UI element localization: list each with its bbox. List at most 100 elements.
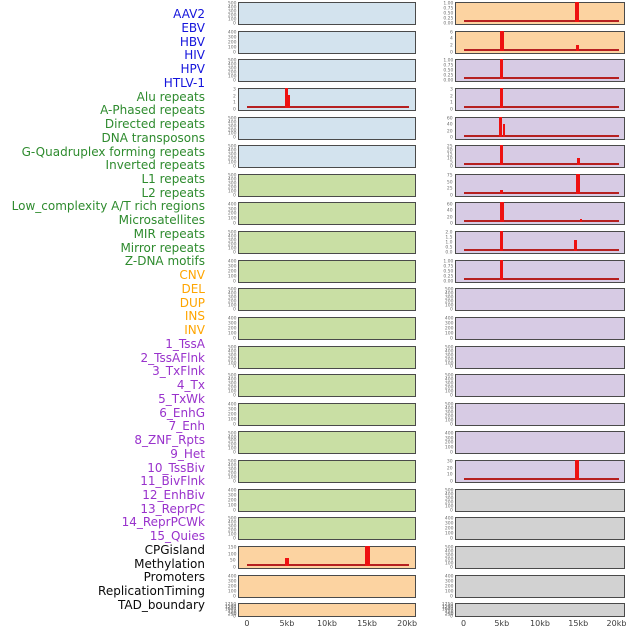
y-tick-label: 300 xyxy=(444,578,453,584)
y-tick-label: 2.0 xyxy=(445,229,453,236)
y-tick-label: 400 xyxy=(227,462,236,469)
strip-panel xyxy=(455,460,625,484)
y-tick-label: 100 xyxy=(227,44,236,50)
y-tick-label: 0 xyxy=(233,564,236,570)
y-tick-label: 200 xyxy=(227,384,236,391)
y-tick-label: 300 xyxy=(227,123,236,129)
x-tick-label: 15kb xyxy=(357,619,377,628)
row-label: HBV xyxy=(179,34,205,49)
y-axis-ticks: 500 400 300 200 100 0 xyxy=(423,345,453,369)
y-tick-label: 200 xyxy=(227,299,236,305)
y-axis-ticks: 500 400 300 200 100 0 xyxy=(206,144,236,168)
y-tick-label: 0 xyxy=(450,593,453,599)
y-axis-ticks: 500 400 300 200 100 0 xyxy=(206,230,236,255)
y-tick-label: 4 xyxy=(450,36,453,42)
strip-panel xyxy=(238,374,416,398)
y-tick-label: 100 xyxy=(227,16,236,22)
row-label: 13_ReprPC xyxy=(140,501,205,516)
row-label: 8_ZNF_Rpts xyxy=(134,433,205,448)
density-spike xyxy=(500,259,504,280)
y-axis-ticks: 500 400 300 200 100 0 xyxy=(423,373,453,397)
y-tick-label: 250 xyxy=(444,611,453,618)
y-tick-label: 200 xyxy=(444,299,453,305)
y-tick-label: 0.75 xyxy=(442,5,453,12)
density-spike xyxy=(284,87,288,108)
y-tick-label: 300 xyxy=(227,237,236,244)
row-label: 6_EnhG xyxy=(159,405,205,420)
x-tick-label: 20kb xyxy=(606,619,627,628)
y-tick-label: 400 xyxy=(444,430,453,436)
row-label: 14_ReprPCWk xyxy=(121,515,205,530)
y-tick-label: 0 xyxy=(233,49,236,55)
row-label: L1 repeats xyxy=(141,171,206,186)
y-axis-ticks: 75 50 25 0 xyxy=(423,173,453,197)
y-tick-label: 1000 xyxy=(441,606,453,613)
strip-panel xyxy=(238,87,416,111)
y-tick-label: 15 xyxy=(447,151,453,158)
row-label: CPGisland xyxy=(144,542,205,557)
y-tick-label: 100 xyxy=(227,303,236,309)
density-baseline xyxy=(463,277,619,280)
y-tick-label: 200 xyxy=(227,12,236,19)
y-tick-label: 400 xyxy=(227,4,236,11)
y-tick-label: 1.00 xyxy=(442,0,453,7)
row-label: Alu repeats xyxy=(136,89,205,104)
y-tick-label: 200 xyxy=(227,127,236,133)
y-tick-label: 0.75 xyxy=(442,63,453,69)
y-tick-label: 0.0 xyxy=(445,249,453,255)
row-label: 9_Het xyxy=(170,446,205,461)
y-tick-label: 400 xyxy=(227,401,236,407)
density-spike xyxy=(575,45,579,51)
x-tick-label: 10kb xyxy=(317,619,337,628)
y-tick-label: 100 xyxy=(227,330,236,336)
y-tick-label: 50 xyxy=(447,179,453,185)
strip-panel xyxy=(455,59,625,83)
y-tick-label: 20 xyxy=(447,128,453,134)
y-tick-label: 400 xyxy=(444,516,453,522)
y-tick-label: 100 xyxy=(227,474,236,481)
row-label: Z-DNA motifs xyxy=(124,254,205,269)
y-tick-label: 300 xyxy=(227,492,236,498)
y-tick-label: 200 xyxy=(227,497,236,503)
density-baseline xyxy=(463,134,619,137)
y-tick-label: 0 xyxy=(233,421,236,427)
y-tick-label: 100 xyxy=(444,330,453,336)
y-tick-label: 750 xyxy=(227,608,236,614)
y-tick-label: 200 xyxy=(227,70,236,76)
y-tick-label: 0 xyxy=(450,49,453,55)
y-tick-label: 0 xyxy=(233,249,236,255)
y-axis-ticks: 500 400 300 200 100 0 xyxy=(423,488,453,512)
row-label: 10_TssBiv xyxy=(147,460,205,475)
density-baseline xyxy=(463,105,619,108)
y-tick-label: 100 xyxy=(444,417,453,423)
y-tick-label: 30 xyxy=(447,458,453,465)
y-tick-label: 100 xyxy=(227,131,236,137)
row-label: HTLV-1 xyxy=(163,75,205,90)
row-label: 3_TxFlnk xyxy=(152,364,205,379)
row-label: HIV xyxy=(184,48,205,63)
row-label: TAD_boundary xyxy=(117,597,205,612)
y-tick-label: 300 xyxy=(444,380,453,387)
y-tick-label: 500 xyxy=(227,287,236,293)
y-tick-label: 400 xyxy=(227,119,236,125)
density-baseline xyxy=(463,220,619,223)
strip-panel xyxy=(455,288,625,312)
y-axis-ticks: 500 400 300 200 100 0 xyxy=(206,115,236,140)
y-tick-label: 500 xyxy=(444,544,453,551)
density-baseline xyxy=(246,105,410,108)
y-tick-label: 500 xyxy=(227,430,236,436)
y-tick-label: 6 xyxy=(450,29,453,35)
strip-panel xyxy=(455,574,625,598)
y-tick-label: 0 xyxy=(450,421,453,427)
y-tick-label: 200 xyxy=(227,155,236,162)
row-label: 5_TxWk xyxy=(158,391,205,406)
y-tick-label: 500 xyxy=(227,144,236,150)
y-axis-ticks: 400 300 200 100 0 xyxy=(206,401,236,427)
y-tick-label: 150 xyxy=(227,544,236,551)
y-tick-label: 0 xyxy=(450,106,453,112)
y-tick-label: 400 xyxy=(444,491,453,497)
y-tick-label: 0.25 xyxy=(442,273,453,279)
density-spike xyxy=(576,157,580,166)
y-tick-label: 500 xyxy=(227,115,236,121)
